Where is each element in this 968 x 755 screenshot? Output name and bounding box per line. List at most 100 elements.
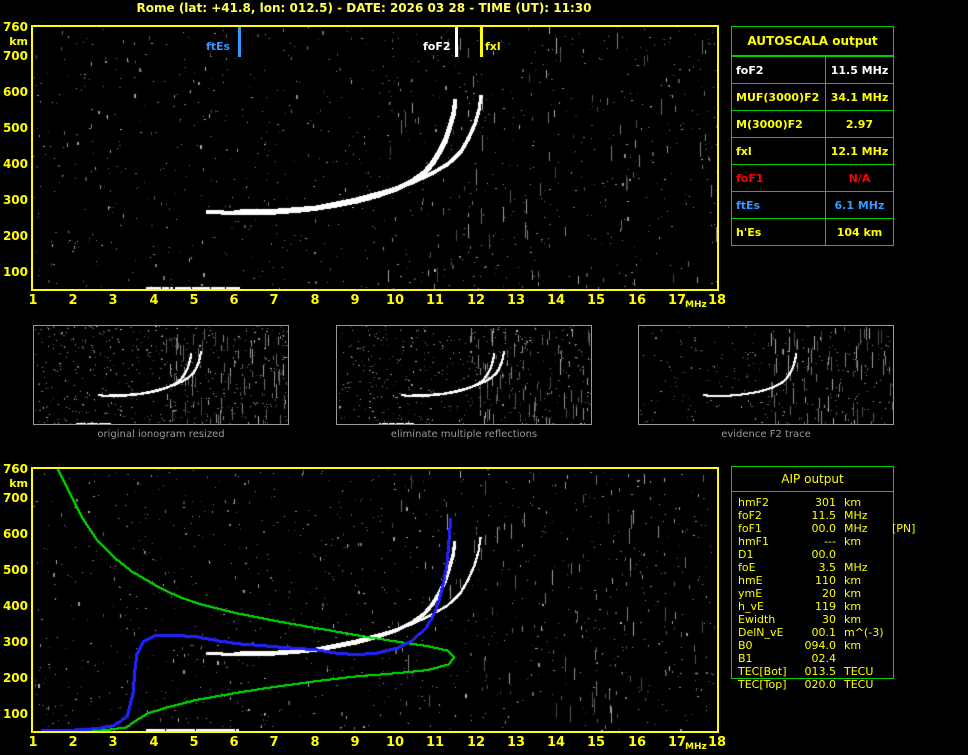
autoscala-row: h'Es 104 km: [731, 218, 895, 246]
autoscala-row: fxl 12.1 MHz: [731, 137, 895, 165]
aip-extra: [PN]: [892, 522, 916, 535]
y-axis-unit: km: [9, 35, 28, 48]
autoscala-value: 6.1 MHz: [824, 191, 895, 219]
aip-unit: m^(-3): [844, 626, 884, 639]
y-tick: 100: [2, 707, 28, 721]
aip-name: hmE: [738, 574, 763, 587]
aip-name: hmF2: [738, 496, 770, 509]
aip-value: 30: [822, 613, 836, 626]
x-tick: 4: [149, 735, 159, 750]
aip-value: ---: [824, 535, 836, 548]
frequency-marker-dot: [480, 27, 482, 29]
y-axis-unit: km: [9, 477, 28, 490]
aip-unit: km: [844, 613, 862, 626]
x-tick: 8: [310, 735, 320, 750]
aip-unit: km: [844, 574, 862, 587]
aip-name: foE: [738, 561, 756, 574]
aip-name: B1: [738, 652, 753, 665]
y-tick: 400: [2, 599, 28, 613]
x-axis-unit: MHz: [685, 742, 707, 752]
aip-name: TEC[Bot]: [738, 665, 787, 678]
top-ionogram-plot[interactable]: ftEs foF2 fxl: [31, 25, 719, 291]
aip-name: hmF1: [738, 535, 770, 548]
autoscala-header: AUTOSCALA output: [747, 34, 878, 48]
autoscala-row: M(3000)F2 2.97: [731, 110, 895, 138]
aip-value: 013.5: [804, 665, 837, 678]
y-tick: 300: [2, 193, 28, 207]
top-ionogram-panel: 760 km 700 600 500 400 300 200 100 ftEs f…: [0, 18, 728, 314]
x-tick: 5: [189, 293, 199, 308]
frequency-marker-line: [480, 27, 483, 57]
x-tick: 6: [229, 293, 239, 308]
x-axis-unit: MHz: [685, 300, 707, 310]
aip-name: TEC[Top]: [738, 678, 787, 691]
x-tick: 12: [466, 293, 486, 308]
x-tick: 17: [667, 293, 687, 308]
frequency-marker-line: [455, 27, 458, 57]
x-tick: 10: [385, 735, 405, 750]
autoscala-value: 12.1 MHz: [824, 137, 895, 165]
aip-value: 119: [815, 600, 836, 613]
x-tick: 14: [546, 293, 566, 308]
aip-unit: km: [844, 496, 862, 509]
frequency-marker-line: [238, 27, 241, 57]
autoscala-key: fxl: [731, 137, 826, 165]
x-tick: 9: [350, 293, 360, 308]
x-tick: 12: [466, 735, 486, 750]
autoscala-key: foF2: [731, 56, 826, 84]
autoscala-key: M(3000)F2: [731, 110, 826, 138]
aip-values-list: hmF2 301 km foF2 11.5 MHz foF1 00.0 MHz [PN] hmF1 -…: [731, 492, 915, 691]
aip-value: 110: [815, 574, 836, 587]
aip-value: 020.0: [804, 678, 837, 691]
aip-value: 02.4: [811, 652, 837, 665]
aip-panel: AIP output hmF2 301 km foF2 11.5 MHz foF1 00.0 M…: [731, 466, 915, 691]
aip-header: AIP output: [781, 472, 844, 486]
x-tick: 10: [385, 293, 405, 308]
autoscala-row: foF1 N/A: [731, 164, 895, 192]
x-tick: 15: [586, 735, 606, 750]
frequency-marker-label: ftEs: [206, 40, 231, 53]
bottom-plot-x-axis: 1 2 3 4 5 6 7 8 9 10 11 12 13 14 15 16 17 18 MHz: [28, 735, 726, 755]
thumbnail-f2-trace[interactable]: [638, 325, 894, 425]
x-tick: 11: [425, 293, 445, 308]
aip-value: 11.5: [811, 509, 837, 522]
y-tick: 760: [2, 462, 28, 476]
aip-unit: km: [844, 587, 862, 600]
autoscala-value: N/A: [824, 164, 895, 192]
thumbnail-original[interactable]: [33, 325, 289, 425]
aip-unit: MHz: [844, 561, 868, 574]
aip-unit: TECU: [844, 678, 874, 691]
x-tick: 8: [310, 293, 320, 308]
aip-value: 20: [822, 587, 836, 600]
x-tick: 17: [667, 735, 687, 750]
thumbnail-no-multiples[interactable]: [336, 325, 592, 425]
x-tick: 2: [68, 293, 78, 308]
aip-name: foF1: [738, 522, 762, 535]
aip-unit: km: [844, 535, 862, 548]
x-tick: 1: [28, 735, 38, 750]
bottom-plot-y-axis: 760 km 700 600 500 400 300 200 100: [0, 460, 29, 740]
y-tick: 400: [2, 157, 28, 171]
x-tick: 13: [506, 735, 526, 750]
autoscala-value: 104 km: [824, 218, 895, 246]
aip-unit: km: [844, 639, 862, 652]
autoscala-value: 34.1 MHz: [824, 83, 895, 111]
aip-name: D1: [738, 548, 754, 561]
y-tick: 100: [2, 265, 28, 279]
y-tick: 700: [2, 49, 28, 63]
aip-value: 00.0: [811, 522, 837, 535]
thumbnail-row: original ionogram resized eliminate mult…: [0, 325, 930, 445]
x-tick: 15: [586, 293, 606, 308]
x-tick: 6: [229, 735, 239, 750]
bottom-ionogram-plot[interactable]: [31, 467, 719, 733]
x-tick: 2: [68, 735, 78, 750]
y-tick: 500: [2, 563, 28, 577]
x-tick: 3: [108, 293, 118, 308]
x-tick: 16: [627, 293, 647, 308]
autoscala-row: foF2 11.5 MHz: [731, 56, 895, 84]
y-tick: 760: [2, 20, 28, 34]
x-tick: 13: [506, 293, 526, 308]
x-tick: 18: [707, 293, 727, 308]
x-tick: 3: [108, 735, 118, 750]
y-tick: 600: [2, 527, 28, 541]
